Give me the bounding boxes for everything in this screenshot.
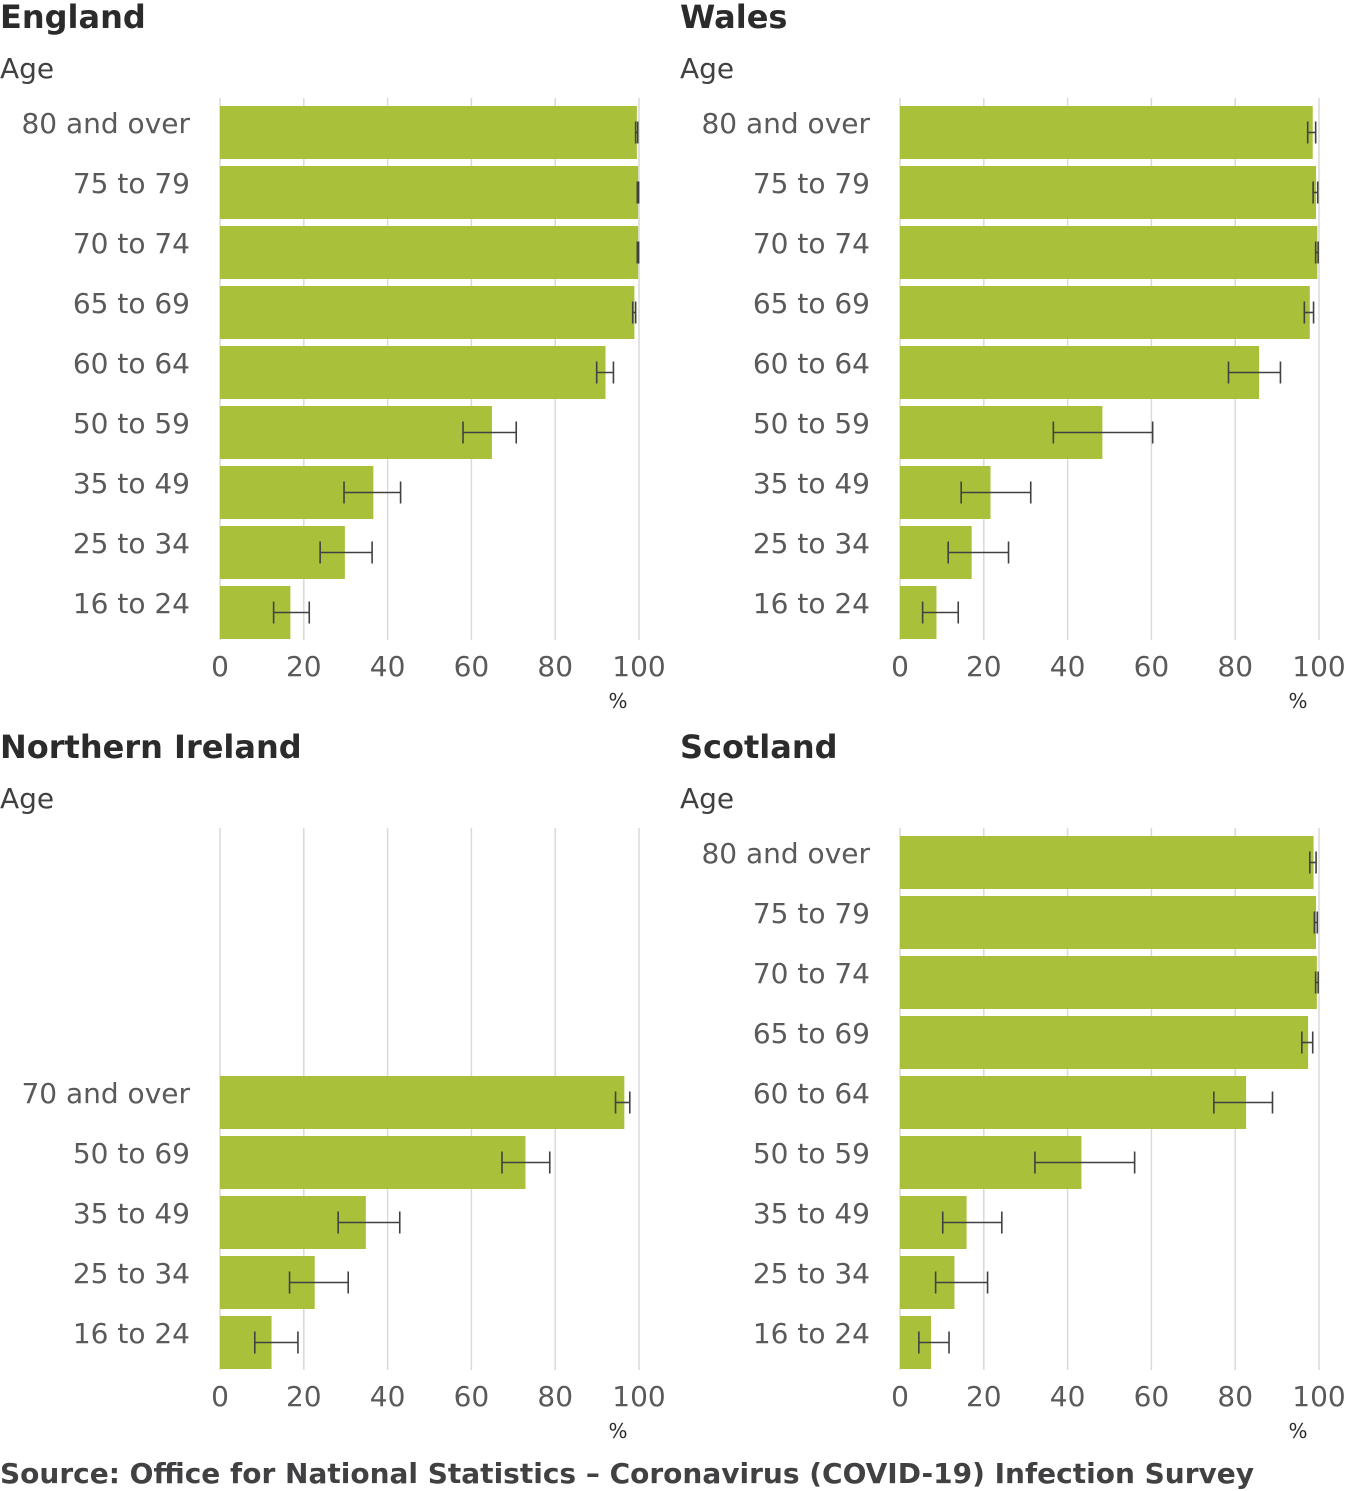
category-label: 16 to 24 (73, 1317, 190, 1350)
bar[interactable] (220, 1136, 526, 1189)
x-tick-label: 20 (966, 1380, 1002, 1413)
chart-panel-scotland: Scotland Age 0 20 40 60 80 100% 80 and over 75 to… (680, 728, 1346, 1443)
y-axis-label: Age (680, 52, 734, 85)
bar[interactable] (220, 226, 639, 279)
category-label: 16 to 24 (753, 587, 870, 620)
x-tick-label: 0 (891, 1380, 909, 1413)
category-label: 75 to 79 (73, 167, 190, 200)
category-label: 70 and over (21, 1077, 190, 1110)
chart-title: Scotland (680, 728, 838, 766)
category-label: 80 and over (21, 107, 190, 140)
x-tick-label: 20 (286, 1380, 322, 1413)
x-tick-label: 40 (1050, 1380, 1086, 1413)
x-tick-label: 0 (891, 650, 909, 683)
category-label: 70 to 74 (753, 957, 870, 990)
x-tick-label: 80 (1217, 1380, 1253, 1413)
y-axis-label: Age (680, 782, 734, 815)
bar[interactable] (900, 836, 1314, 889)
x-tick-label: 80 (537, 1380, 573, 1413)
category-label: 16 to 24 (753, 1317, 870, 1350)
category-label: 65 to 69 (753, 287, 870, 320)
category-label: 35 to 49 (753, 1197, 870, 1230)
chart-panel-northern-ireland: Northern Ireland Age 0 20 40 60 80 100% 70 and o… (0, 728, 666, 1443)
x-tick-label: 40 (370, 650, 406, 683)
category-label: 25 to 34 (753, 527, 870, 560)
category-label: 35 to 49 (753, 467, 870, 500)
category-label: 75 to 79 (753, 167, 870, 200)
bar[interactable] (900, 106, 1313, 159)
x-axis-unit: % (609, 689, 628, 713)
category-label: 80 and over (701, 107, 870, 140)
bar[interactable] (900, 1076, 1247, 1129)
bar[interactable] (220, 1076, 625, 1129)
x-tick-label: 0 (211, 1380, 229, 1413)
x-axis-unit: % (1289, 689, 1308, 713)
x-tick-label: 60 (1134, 1380, 1170, 1413)
x-tick-label: 100 (1292, 1380, 1345, 1413)
x-tick-label: 100 (612, 650, 665, 683)
bar[interactable] (220, 346, 606, 399)
bar[interactable] (220, 406, 492, 459)
x-tick-label: 20 (966, 650, 1002, 683)
category-label: 25 to 34 (73, 527, 190, 560)
category-label: 65 to 69 (73, 287, 190, 320)
category-label: 35 to 49 (73, 1197, 190, 1230)
x-tick-label: 20 (286, 650, 322, 683)
category-label: 25 to 34 (73, 1257, 190, 1290)
x-tick-label: 80 (537, 650, 573, 683)
x-tick-label: 100 (612, 1380, 665, 1413)
chart-title: England (0, 0, 146, 36)
category-label: 35 to 49 (73, 467, 190, 500)
chart-panels: England Age 0 20 40 60 80 100% 80 and over 75 to … (0, 0, 1346, 1443)
bar[interactable] (900, 1016, 1309, 1069)
x-axis-unit: % (609, 1419, 628, 1443)
category-label: 50 to 59 (753, 407, 870, 440)
category-label: 16 to 24 (73, 587, 190, 620)
chart-panel-wales: Wales Age 0 20 40 60 80 100% 80 and over 75 to 79… (680, 0, 1346, 713)
x-tick-label: 0 (211, 650, 229, 683)
chart-title: Wales (680, 0, 787, 36)
category-label: 60 to 64 (753, 1077, 870, 1110)
bar[interactable] (900, 896, 1317, 949)
x-tick-label: 60 (1134, 650, 1170, 683)
bar[interactable] (900, 346, 1260, 399)
category-label: 25 to 34 (753, 1257, 870, 1290)
bar[interactable] (900, 286, 1310, 339)
source-note: Source: Office for National Statistics –… (0, 1457, 1254, 1490)
category-label: 65 to 69 (753, 1017, 870, 1050)
x-tick-label: 60 (454, 1380, 490, 1413)
bar[interactable] (900, 956, 1317, 1009)
x-tick-label: 80 (1217, 650, 1253, 683)
x-tick-label: 40 (1050, 650, 1086, 683)
chart-panel-england: England Age 0 20 40 60 80 100% 80 and over 75 to … (0, 0, 666, 713)
category-label: 60 to 64 (73, 347, 190, 380)
category-label: 50 to 59 (753, 1137, 870, 1170)
x-tick-label: 60 (454, 650, 490, 683)
category-label: 70 to 74 (753, 227, 870, 260)
bar[interactable] (900, 226, 1318, 279)
bar[interactable] (220, 286, 635, 339)
bar[interactable] (900, 166, 1317, 219)
category-label: 50 to 69 (73, 1137, 190, 1170)
category-label: 80 and over (701, 837, 870, 870)
x-axis-unit: % (1289, 1419, 1308, 1443)
y-axis-label: Age (0, 52, 54, 85)
category-label: 60 to 64 (753, 347, 870, 380)
category-label: 70 to 74 (73, 227, 190, 260)
category-label: 50 to 59 (73, 407, 190, 440)
bar[interactable] (220, 106, 637, 159)
x-tick-label: 40 (370, 1380, 406, 1413)
y-axis-label: Age (0, 782, 54, 815)
x-tick-label: 100 (1292, 650, 1345, 683)
category-label: 75 to 79 (753, 897, 870, 930)
chart-title: Northern Ireland (0, 728, 302, 766)
bar[interactable] (220, 166, 639, 219)
